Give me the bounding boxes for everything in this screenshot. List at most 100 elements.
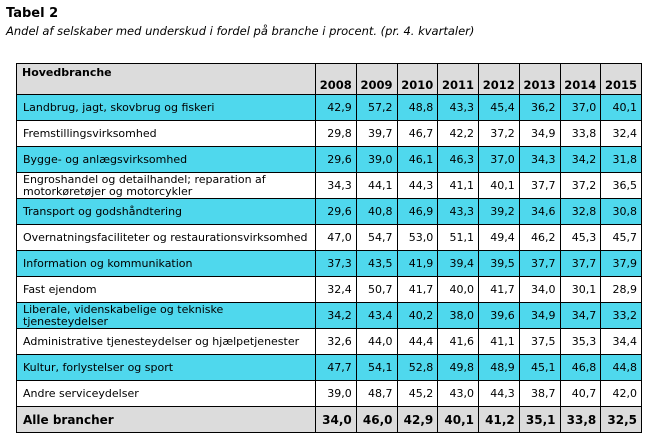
cell-value: 29,6 — [315, 198, 357, 225]
cell-value: 43,3 — [437, 94, 479, 121]
cell-value: 39,0 — [355, 146, 398, 173]
cell-value: 42,9 — [396, 406, 439, 433]
column-header-year: 2010 — [396, 63, 439, 95]
cell-value: 30,1 — [559, 276, 602, 303]
cell-value: 46,8 — [559, 354, 602, 381]
row-label: Liberale, videnskabelige og tekniske tje… — [16, 302, 316, 329]
cell-value: 45,7 — [600, 224, 642, 251]
cell-value: 37,7 — [518, 250, 561, 277]
cell-value: 40,8 — [355, 198, 398, 225]
cell-value: 52,8 — [396, 354, 439, 381]
column-header-year: 2014 — [559, 63, 602, 95]
cell-value: 34,4 — [600, 328, 642, 355]
cell-value: 33,8 — [559, 406, 602, 433]
cell-value: 34,6 — [518, 198, 561, 225]
cell-value: 46,0 — [355, 406, 398, 433]
table-row: Landbrug, jagt, skovbrug og fiskeri 42,9 5… — [16, 94, 642, 121]
row-label: Fremstillingsvirksomhed — [16, 120, 316, 147]
cell-value: 32,4 — [315, 276, 357, 303]
table-row: Andre serviceydelser 39,0 48,7 45,2 43,0 44,3… — [16, 380, 642, 407]
cell-value: 48,8 — [396, 94, 439, 121]
cell-value: 41,1 — [437, 172, 479, 199]
cell-value: 51,1 — [437, 224, 479, 251]
table-subtitle: Andel af selskaber med underskud i forde… — [6, 24, 475, 38]
cell-value: 34,2 — [315, 302, 357, 329]
table-row: Administrative tjenesteydelser og hjælpe… — [16, 328, 642, 355]
total-row: Alle brancher 34,0 46,0 42,9 40,1 41,2 35,1 33,… — [16, 406, 642, 433]
cell-value: 39,5 — [478, 250, 520, 277]
table-row: Information og kommunikation 37,3 43,5 41,9… — [16, 250, 642, 277]
cell-value: 32,4 — [600, 120, 642, 147]
cell-value: 39,6 — [478, 302, 520, 329]
cell-value: 34,0 — [518, 276, 561, 303]
cell-value: 36,5 — [600, 172, 642, 199]
cell-value: 42,0 — [600, 380, 642, 407]
cell-value: 37,3 — [315, 250, 357, 277]
cell-value: 38,0 — [437, 302, 479, 329]
table-row: Fremstillingsvirksomhed 29,8 39,7 46,7 42,2 3… — [16, 120, 642, 147]
cell-value: 32,5 — [600, 406, 642, 433]
cell-value: 33,2 — [600, 302, 642, 329]
cell-value: 44,3 — [396, 172, 439, 199]
cell-value: 34,9 — [518, 120, 561, 147]
cell-value: 34,0 — [315, 406, 357, 433]
cell-value: 34,9 — [518, 302, 561, 329]
cell-value: 46,3 — [437, 146, 479, 173]
data-table: Hovedbranche 2008 2009 2010 2011 2012 20… — [16, 63, 642, 433]
cell-value: 44,0 — [355, 328, 398, 355]
cell-value: 39,7 — [355, 120, 398, 147]
cell-value: 44,4 — [396, 328, 439, 355]
cell-value: 41,6 — [437, 328, 479, 355]
cell-value: 32,8 — [559, 198, 602, 225]
row-label: Engroshandel og detailhandel; reparation… — [16, 172, 316, 199]
cell-value: 44,8 — [600, 354, 642, 381]
cell-value: 34,3 — [315, 172, 357, 199]
cell-value: 29,6 — [315, 146, 357, 173]
cell-value: 31,8 — [600, 146, 642, 173]
cell-value: 42,9 — [315, 94, 357, 121]
cell-value: 47,0 — [315, 224, 357, 251]
row-label: Fast ejendom — [16, 276, 316, 303]
cell-value: 42,2 — [437, 120, 479, 147]
column-header-hovedbranche: Hovedbranche — [16, 63, 316, 95]
cell-value: 57,2 — [355, 94, 398, 121]
cell-value: 49,8 — [437, 354, 479, 381]
column-header-year: 2009 — [355, 63, 398, 95]
cell-value: 46,9 — [396, 198, 439, 225]
cell-value: 43,3 — [437, 198, 479, 225]
cell-value: 40,1 — [600, 94, 642, 121]
column-header-year: 2012 — [478, 63, 520, 95]
cell-value: 40,0 — [437, 276, 479, 303]
cell-value: 40,2 — [396, 302, 439, 329]
cell-value: 54,7 — [355, 224, 398, 251]
cell-value: 28,9 — [600, 276, 642, 303]
cell-value: 40,1 — [437, 406, 479, 433]
cell-value: 30,8 — [600, 198, 642, 225]
cell-value: 34,2 — [559, 146, 602, 173]
table-row: Overnatningsfaciliteter og restaurations… — [16, 224, 642, 251]
column-header-year: 2011 — [437, 63, 479, 95]
cell-value: 36,2 — [518, 94, 561, 121]
column-header-year: 2008 — [315, 63, 357, 95]
cell-value: 39,2 — [478, 198, 520, 225]
cell-value: 47,7 — [315, 354, 357, 381]
table-row: Bygge- og anlægsvirksomhed 29,6 39,0 46,1 46… — [16, 146, 642, 173]
cell-value: 37,2 — [559, 172, 602, 199]
cell-value: 34,3 — [518, 146, 561, 173]
cell-value: 54,1 — [355, 354, 398, 381]
cell-value: 43,4 — [355, 302, 398, 329]
table-row: Fast ejendom 32,4 50,7 41,7 40,0 41,7 34,0 30,1… — [16, 276, 642, 303]
cell-value: 40,7 — [559, 380, 602, 407]
cell-value: 48,7 — [355, 380, 398, 407]
cell-value: 50,7 — [355, 276, 398, 303]
cell-value: 32,6 — [315, 328, 357, 355]
cell-value: 44,1 — [355, 172, 398, 199]
cell-value: 37,2 — [478, 120, 520, 147]
cell-value: 40,1 — [478, 172, 520, 199]
cell-value: 46,2 — [518, 224, 561, 251]
cell-value: 39,0 — [315, 380, 357, 407]
table-row: Kultur, forlystelser og sport 47,7 54,1 52,… — [16, 354, 642, 381]
cell-value: 39,4 — [437, 250, 479, 277]
cell-value: 45,4 — [478, 94, 520, 121]
header-row: Hovedbranche 2008 2009 2010 2011 2012 20… — [16, 63, 642, 95]
